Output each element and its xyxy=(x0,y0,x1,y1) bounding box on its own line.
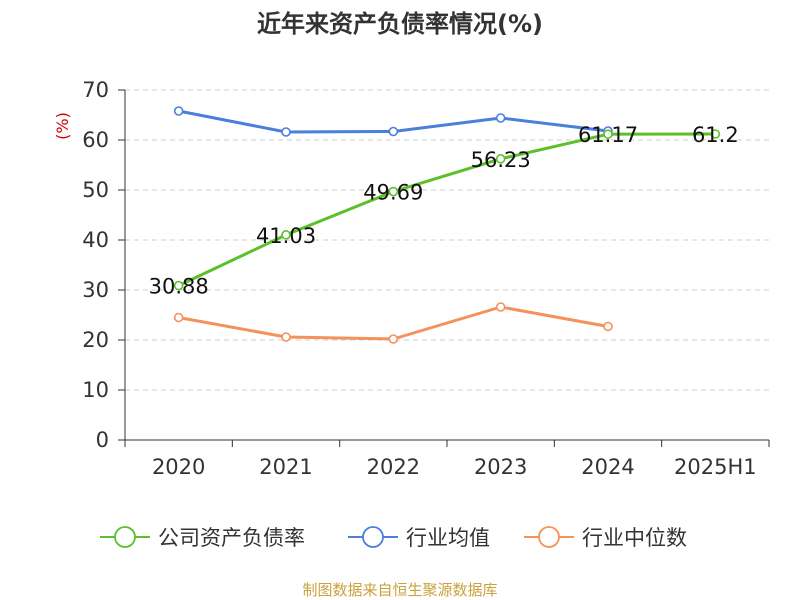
source-credit: 制图数据来自恒生聚源数据库 xyxy=(302,581,497,599)
y-tick-label-50: 50 xyxy=(82,178,109,202)
legend-marker-1 xyxy=(362,526,384,548)
series xyxy=(173,106,721,344)
data-point-s2-2024 xyxy=(603,321,613,332)
x-tick-label-2020: 2020 xyxy=(152,455,205,479)
data-label-2021: 41.03 xyxy=(256,224,316,248)
data-point-s1-2022 xyxy=(388,126,399,137)
data-point-s1-2023 xyxy=(495,113,506,123)
data-label-2020: 30.88 xyxy=(149,275,209,299)
data-label-2023: 56.23 xyxy=(471,148,531,172)
legend[interactable]: 公司资产负债率 行业均值 行业中位数 xyxy=(100,526,687,550)
y-tick-label-20: 20 xyxy=(82,328,109,352)
y-tick-label-70: 70 xyxy=(82,78,109,102)
data-label-2025H1: 61.2 xyxy=(692,123,739,147)
y-tick-label-10: 10 xyxy=(82,378,109,402)
data-label-2024: 61.17 xyxy=(578,123,638,147)
series-line-0 xyxy=(178,132,716,287)
data-point-s0-2023 xyxy=(495,154,506,164)
data-point-s2-2020 xyxy=(173,312,184,323)
y-tick-label-0: 0 xyxy=(96,428,109,452)
chart-title: 近年来资产负债率情况(%) xyxy=(257,10,543,38)
y-tick-label-60: 60 xyxy=(82,128,109,152)
y-tick-label-30: 30 xyxy=(82,278,109,302)
axes: 0 10 20 30 40 50 60 70 2020 2021 2022 2023 2024 2025H… xyxy=(82,78,770,479)
data-point-s0-2021 xyxy=(281,230,291,240)
legend-marker-0 xyxy=(114,526,136,548)
legend-item-0[interactable]: 公司资产负债率 xyxy=(100,526,305,550)
data-label-2022: 49.69 xyxy=(363,181,423,205)
legend-label-2: 行业中位数 xyxy=(582,526,687,550)
legend-item-2[interactable]: 行业中位数 xyxy=(524,526,687,550)
x-tick-label-2023: 2023 xyxy=(474,455,527,479)
data-point-s0-2020 xyxy=(173,280,184,291)
legend-label-1: 行业均值 xyxy=(406,526,490,550)
data-point-s2-2023 xyxy=(495,302,506,312)
data-labels: 30.88 41.03 49.69 56.23 61.17 61.2 xyxy=(149,123,739,299)
data-point-s0-2024 xyxy=(603,129,613,139)
x-tick-label-2021: 2021 xyxy=(259,455,312,479)
data-point-s1-2020 xyxy=(173,106,184,116)
data-point-s2-2022 xyxy=(388,334,399,344)
x-tick-label-2022: 2022 xyxy=(367,455,420,479)
data-point-s0-2022 xyxy=(388,186,399,197)
y-axis-unit: (%) xyxy=(53,112,72,140)
legend-label-0: 公司资产负债率 xyxy=(158,526,305,550)
data-point-s2-2021 xyxy=(281,332,291,342)
x-tick-label-2024: 2024 xyxy=(581,455,634,479)
data-point-s0-2025H1 xyxy=(710,129,721,139)
x-tick-label-2025H1: 2025H1 xyxy=(674,455,757,479)
data-point-s1-2021 xyxy=(281,127,291,137)
legend-item-1[interactable]: 行业均值 xyxy=(348,526,490,550)
y-tick-label-40: 40 xyxy=(82,228,109,252)
legend-marker-2 xyxy=(538,526,560,548)
